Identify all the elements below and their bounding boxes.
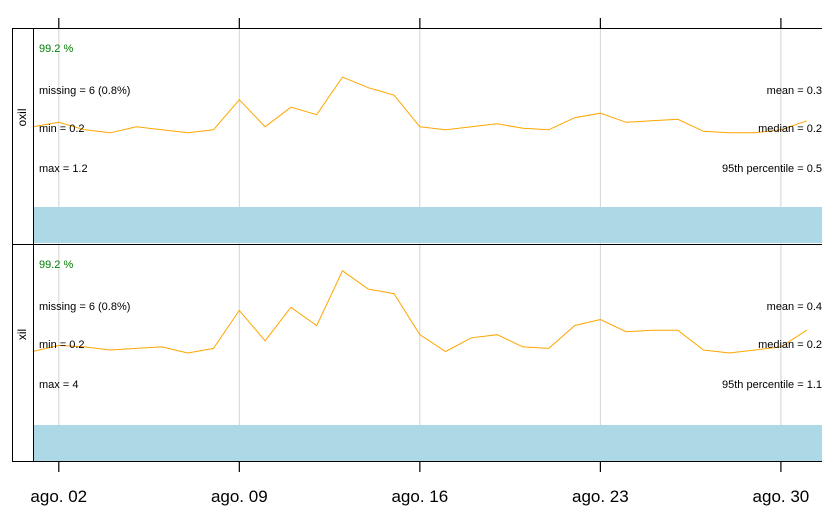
x-tick-label: ago. 30 (753, 487, 810, 506)
x-tick-label: ago. 16 (391, 487, 448, 506)
data-capture-label: 99.2 % (39, 259, 73, 271)
stat-median: median = 0.2 (758, 339, 822, 351)
stat-max: max = 4 (39, 379, 78, 391)
x-tick-label: ago. 23 (572, 487, 629, 506)
data-capture-label: 99.2 % (39, 43, 73, 55)
stat-95th-percentile: 95th percentile = 0.5 (722, 163, 822, 175)
stat-mean: mean = 0.4 (767, 301, 822, 313)
series-line-oxil (32, 76, 807, 134)
stat-median: median = 0.2 (758, 123, 822, 135)
frame-layer (12, 28, 822, 462)
stat-95th-percentile: 95th percentile = 1.1 (722, 379, 822, 391)
stat-missing: missing = 6 (0.8%) (39, 85, 130, 97)
stat-mean: mean = 0.3 (767, 85, 822, 97)
stat-max: max = 1.2 (39, 163, 88, 175)
panel-strip-label: xil (15, 329, 29, 340)
data-availability-bar (33, 207, 822, 243)
panel-strip-label: oxil (15, 108, 29, 126)
data-availability-bar (33, 425, 822, 461)
panel-oxil: 99.2 % missing = 6 (0.8%) min = 0.2 max … (15, 43, 822, 243)
x-tick-label: ago. 09 (211, 487, 268, 506)
series-line-xil (32, 270, 807, 354)
stat-min: min = 0.2 (39, 339, 85, 351)
x-axis: ago. 02 ago. 09 ago. 16 ago. 23 ago. 30 (30, 18, 809, 506)
x-tick-label: ago. 02 (30, 487, 87, 506)
panel-xil: 99.2 % missing = 6 (0.8%) min = 0.2 max … (15, 259, 822, 461)
stat-min: min = 0.2 (39, 123, 85, 135)
stat-missing: missing = 6 (0.8%) (39, 301, 130, 313)
